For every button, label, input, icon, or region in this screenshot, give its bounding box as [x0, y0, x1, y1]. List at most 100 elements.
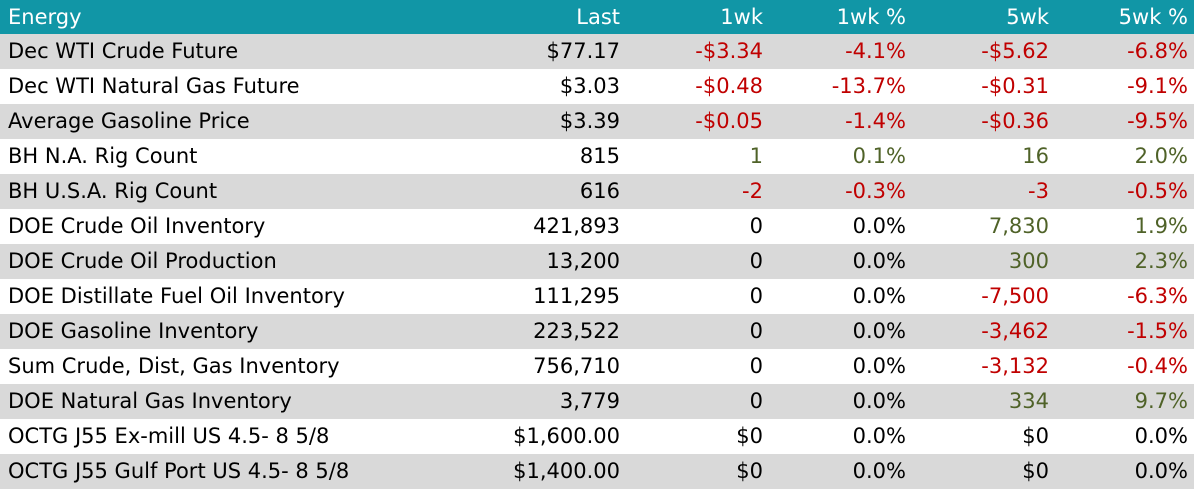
- table-row: Dec WTI Crude Future $77.17 -$3.34 -4.1% -$5…: [0, 34, 1194, 69]
- cell-5wk-pct: -6.3%: [1127, 284, 1188, 308]
- cell-1wk: 0: [749, 284, 763, 308]
- header-1wk-pct: 1wk %: [836, 5, 906, 29]
- cell-1wk-pct: 0.0%: [852, 389, 906, 413]
- cell-1wk: 0: [749, 249, 763, 273]
- cell-5wk-pct: -0.5%: [1127, 179, 1188, 203]
- cell-1wk-pct: 0.1%: [852, 144, 906, 168]
- cell-5wk-pct: 1.9%: [1134, 214, 1188, 238]
- cell-5wk: $0: [1022, 424, 1049, 448]
- cell-last: 421,893: [533, 214, 620, 238]
- cell-1wk-pct: -13.7%: [831, 74, 906, 98]
- cell-5wk: -$5.62: [981, 39, 1049, 63]
- row-label: DOE Gasoline Inventory: [8, 319, 259, 343]
- cell-5wk-pct: 2.0%: [1134, 144, 1188, 168]
- table-row: DOE Crude Oil Production 13,200 0 0.0% 300 2.…: [0, 244, 1194, 279]
- cell-5wk: 300: [1008, 249, 1049, 273]
- cell-last: 13,200: [546, 249, 620, 273]
- row-label: DOE Crude Oil Production: [8, 249, 277, 273]
- header-5wk: 5wk: [1006, 5, 1049, 29]
- cell-1wk: 0: [749, 354, 763, 378]
- table-row: BH U.S.A. Rig Count 616 -2 -0.3% -3 -0.5%: [0, 174, 1194, 209]
- cell-1wk: -$0.05: [695, 109, 763, 133]
- cell-1wk-pct: 0.0%: [852, 459, 906, 483]
- cell-5wk: 334: [1008, 389, 1049, 413]
- row-label: Sum Crude, Dist, Gas Inventory: [8, 354, 340, 378]
- cell-5wk-pct: 0.0%: [1134, 459, 1188, 483]
- cell-5wk-pct: 9.7%: [1134, 389, 1188, 413]
- table-row: Sum Crude, Dist, Gas Inventory 756,710 0 0.…: [0, 349, 1194, 384]
- table-row: DOE Crude Oil Inventory 421,893 0 0.0% 7,830…: [0, 209, 1194, 244]
- cell-last: 815: [579, 144, 620, 168]
- cell-5wk-pct: -0.4%: [1127, 354, 1188, 378]
- row-label: OCTG J55 Ex-mill US 4.5- 8 5/8: [8, 424, 330, 448]
- cell-5wk: $0: [1022, 459, 1049, 483]
- cell-last: 3,779: [559, 389, 620, 413]
- cell-1wk: 0: [749, 389, 763, 413]
- cell-1wk: 0: [749, 319, 763, 343]
- cell-5wk-pct: -9.1%: [1127, 74, 1188, 98]
- cell-1wk: -2: [742, 179, 763, 203]
- table-row: Dec WTI Natural Gas Future $3.03 -$0.48 -13…: [0, 69, 1194, 104]
- table-row: BH N.A. Rig Count 815 1 0.1% 16 2.0%: [0, 139, 1194, 174]
- table-row: DOE Distillate Fuel Oil Inventory 111,295…: [0, 279, 1194, 314]
- row-label: OCTG J55 Gulf Port US 4.5- 8 5/8: [8, 459, 350, 483]
- row-label: Dec WTI Natural Gas Future: [8, 74, 300, 98]
- cell-1wk: $0: [736, 459, 763, 483]
- header-5wk-pct: 5wk %: [1118, 5, 1188, 29]
- cell-1wk-pct: 0.0%: [852, 214, 906, 238]
- cell-1wk: -$0.48: [695, 74, 763, 98]
- cell-last: $1,600.00: [513, 424, 620, 448]
- header-1wk: 1wk: [720, 5, 763, 29]
- cell-1wk-pct: 0.0%: [852, 249, 906, 273]
- cell-5wk-pct: 2.3%: [1134, 249, 1188, 273]
- row-label: Dec WTI Crude Future: [8, 39, 239, 63]
- cell-5wk: -3,462: [981, 319, 1049, 343]
- cell-5wk-pct: 0.0%: [1134, 424, 1188, 448]
- row-label: DOE Natural Gas Inventory: [8, 389, 292, 413]
- cell-5wk: -3,132: [981, 354, 1049, 378]
- cell-5wk: -7,500: [981, 284, 1049, 308]
- cell-5wk-pct: -9.5%: [1127, 109, 1188, 133]
- table-body: Dec WTI Crude Future $77.17 -$3.34 -4.1% -$5…: [0, 34, 1194, 489]
- cell-last: $77.17: [546, 39, 620, 63]
- header-energy: Energy: [8, 5, 82, 29]
- table-row: OCTG J55 Gulf Port US 4.5- 8 5/8 $1,400.0…: [0, 454, 1194, 489]
- row-label: DOE Distillate Fuel Oil Inventory: [8, 284, 345, 308]
- cell-1wk-pct: 0.0%: [852, 424, 906, 448]
- table-row: DOE Gasoline Inventory 223,522 0 0.0% -3,462…: [0, 314, 1194, 349]
- row-label: BH N.A. Rig Count: [8, 144, 198, 168]
- cell-5wk: -$0.31: [981, 74, 1049, 98]
- cell-5wk: 7,830: [988, 214, 1049, 238]
- cell-last: $3.39: [559, 109, 620, 133]
- table-header-row: Energy Last 1wk 1wk % 5wk 5wk %: [0, 0, 1194, 34]
- cell-last: $1,400.00: [513, 459, 620, 483]
- cell-last: $3.03: [559, 74, 620, 98]
- cell-1wk: -$3.34: [695, 39, 763, 63]
- cell-last: 616: [579, 179, 620, 203]
- cell-5wk-pct: -6.8%: [1127, 39, 1188, 63]
- row-label: BH U.S.A. Rig Count: [8, 179, 218, 203]
- cell-5wk: -$0.36: [981, 109, 1049, 133]
- cell-1wk-pct: -1.4%: [845, 109, 906, 133]
- cell-1wk: 1: [749, 144, 763, 168]
- cell-1wk: $0: [736, 424, 763, 448]
- table-row: OCTG J55 Ex-mill US 4.5- 8 5/8 $1,600.00 $…: [0, 419, 1194, 454]
- cell-last: 223,522: [533, 319, 620, 343]
- cell-1wk-pct: 0.0%: [852, 319, 906, 343]
- row-label: DOE Crude Oil Inventory: [8, 214, 266, 238]
- row-label: Average Gasoline Price: [8, 109, 250, 133]
- cell-1wk-pct: 0.0%: [852, 354, 906, 378]
- cell-1wk: 0: [749, 214, 763, 238]
- table-row: Average Gasoline Price $3.39 -$0.05 -1.4% -$…: [0, 104, 1194, 139]
- cell-last: 756,710: [533, 354, 620, 378]
- table-row: DOE Natural Gas Inventory 3,779 0 0.0% 334 9.…: [0, 384, 1194, 419]
- cell-1wk-pct: 0.0%: [852, 284, 906, 308]
- cell-last: 111,295: [533, 284, 620, 308]
- cell-1wk-pct: -0.3%: [845, 179, 906, 203]
- header-last: Last: [576, 5, 620, 29]
- cell-5wk-pct: -1.5%: [1127, 319, 1188, 343]
- cell-5wk: 16: [1022, 144, 1049, 168]
- cell-5wk: -3: [1028, 179, 1049, 203]
- cell-1wk-pct: -4.1%: [845, 39, 906, 63]
